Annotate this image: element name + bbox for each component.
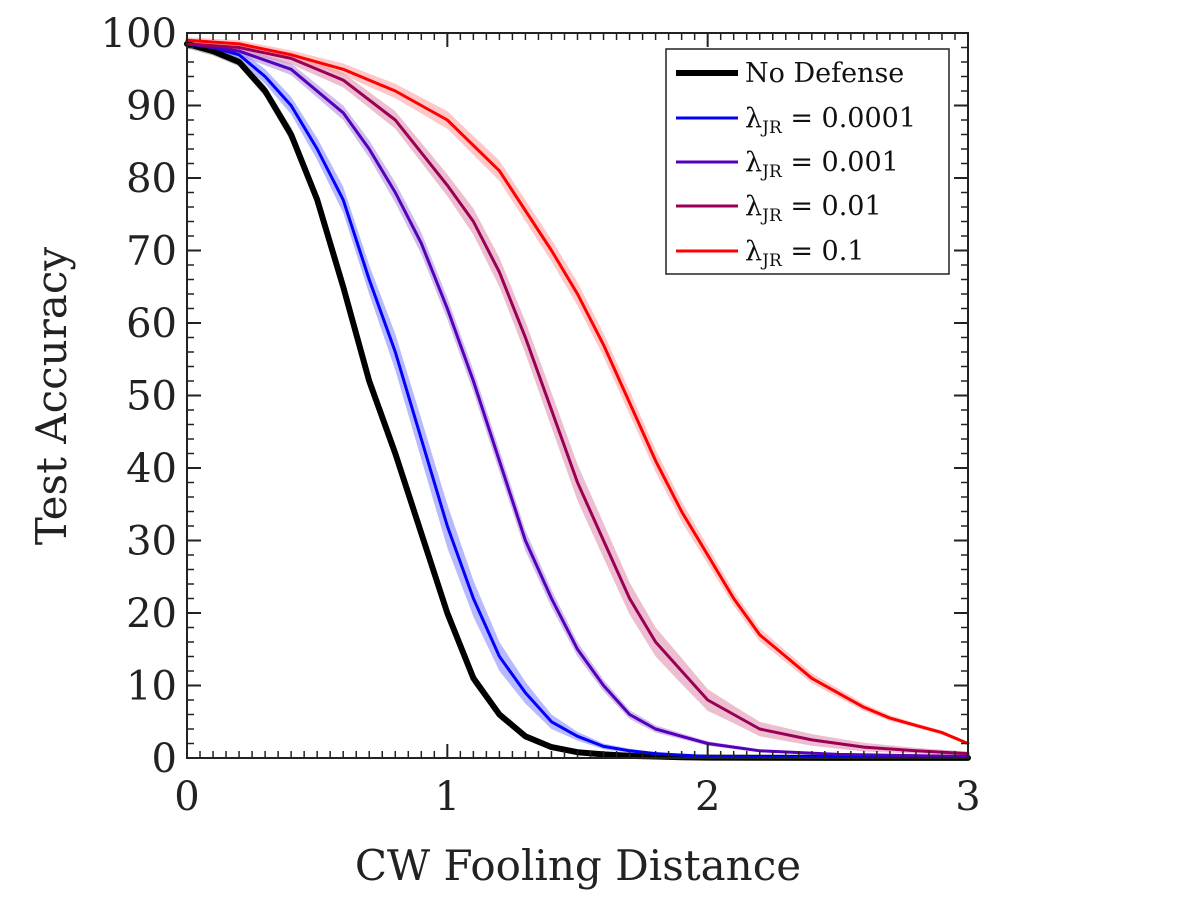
y-tick-label: 40 <box>126 446 177 492</box>
x-axis-title: CW Fooling Distance <box>355 841 801 890</box>
y-tick-label: 90 <box>126 84 177 130</box>
legend-label-main: No Defense <box>745 58 904 89</box>
ticks-layer <box>186 32 969 759</box>
series-line-2 <box>185 42 970 758</box>
legend-label-1: λJR = 0.0001 <box>745 103 916 138</box>
y-axis-title: Test Accuracy <box>27 247 76 545</box>
legend-label-main: λ <box>745 191 762 222</box>
legend-label-2: λJR = 0.001 <box>745 147 899 182</box>
legend-label-value: = 0.001 <box>782 147 899 178</box>
y-tick-label: 20 <box>126 591 177 637</box>
legend-label-0: No Defense <box>745 58 904 89</box>
y-tick-label: 0 <box>152 736 177 782</box>
legend-label-main: λ <box>745 103 762 134</box>
y-tick-label: 10 <box>126 664 177 710</box>
series-line-4 <box>185 38 970 745</box>
legend-label-value: = 0.1 <box>782 236 865 267</box>
legend-label-main: λ <box>745 147 762 178</box>
series-line-3 <box>185 42 970 756</box>
y-tick-label: 60 <box>126 301 177 347</box>
legend-label-value: = 0.01 <box>782 191 882 222</box>
x-tick-label: 1 <box>435 774 460 820</box>
x-tick-label: 0 <box>174 774 199 820</box>
y-tick-label: 80 <box>126 156 177 202</box>
series-line-1 <box>185 42 970 760</box>
y-tick-label: 50 <box>126 374 177 420</box>
legend-label-main: λ <box>745 236 762 267</box>
legend-label-3: λJR = 0.01 <box>745 191 882 226</box>
legend-label-value: = 0.0001 <box>782 103 916 134</box>
x-tick-label: 2 <box>695 774 720 820</box>
legend-label-sub: JR <box>760 162 783 182</box>
lines-layer <box>184 38 971 761</box>
x-tick-label: 3 <box>955 774 980 820</box>
y-tick-label: 30 <box>126 519 177 565</box>
series-line-0 <box>184 40 971 761</box>
legend-label-sub: JR <box>760 251 783 271</box>
legend-label-4: λJR = 0.1 <box>745 236 864 271</box>
legend-label-sub: JR <box>760 206 783 226</box>
y-tick-label: 70 <box>126 229 177 275</box>
y-tick-label: 100 <box>101 11 177 57</box>
legend-label-sub: JR <box>760 118 783 138</box>
